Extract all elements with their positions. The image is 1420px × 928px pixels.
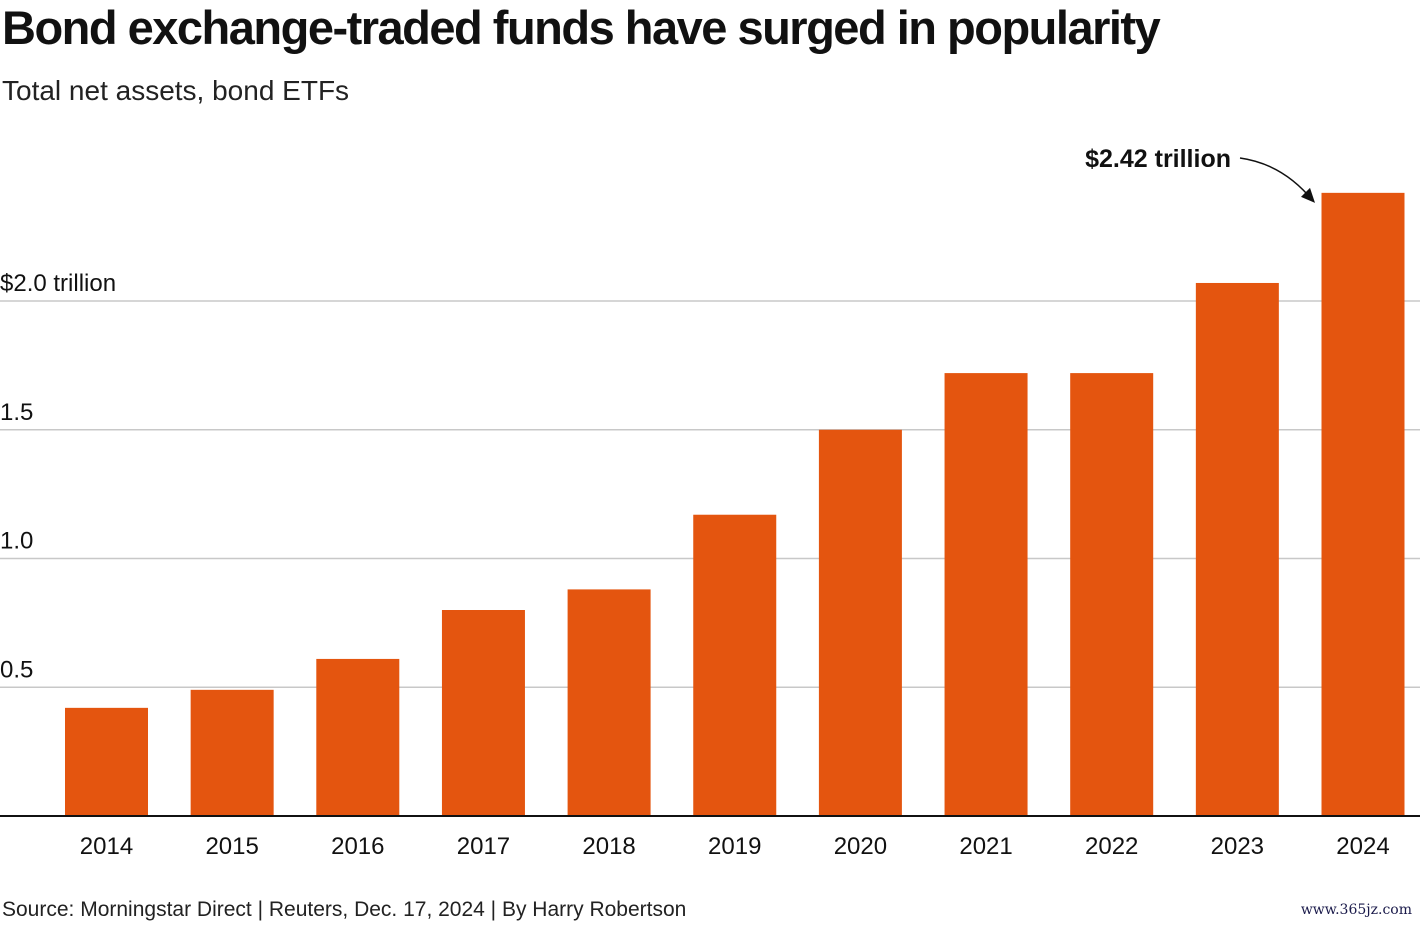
gridlines: 0.5 1.0 1.5 $2.0 trillion [0, 270, 1420, 688]
bar-2022 [1070, 373, 1154, 816]
x-tick-label: 2020 [834, 833, 887, 860]
bar-2023 [1195, 282, 1279, 817]
y-tick-label: $2.0 trillion [0, 270, 116, 297]
x-tick-label: 2017 [457, 833, 510, 860]
y-tick-label: 1.0 [0, 528, 33, 555]
bar-2017 [441, 610, 525, 816]
annotation-arrowhead [1301, 187, 1315, 203]
bar-2024 [1321, 192, 1405, 817]
x-tick-label: 2022 [1085, 833, 1138, 860]
bars [65, 192, 1405, 817]
x-tick-label: 2024 [1336, 833, 1389, 860]
watermark: www.365jz.com [1300, 902, 1412, 918]
chart-title: Bond exchange-traded funds have surged i… [2, 1, 1161, 54]
x-tick-label: 2021 [959, 833, 1012, 860]
x-tick-label: 2018 [582, 833, 635, 860]
annotation-label: $2.42 trillion [1085, 145, 1231, 173]
annotation-arrow [1239, 157, 1314, 202]
y-tick-label: 1.5 [0, 399, 33, 426]
bar-2015 [190, 689, 274, 816]
annotation: $2.42 trillion [1085, 145, 1315, 203]
bar-2018 [567, 589, 651, 816]
bar-2020 [818, 429, 902, 816]
x-tick-label: 2016 [331, 833, 384, 860]
bar-2014 [65, 707, 148, 816]
bar-2021 [944, 373, 1028, 816]
y-tick-label: 0.5 [0, 656, 33, 683]
bar-2016 [316, 658, 400, 816]
x-tick-label: 2014 [80, 833, 133, 860]
x-tick-label: 2023 [1211, 833, 1264, 860]
chart-subtitle: Total net assets, bond ETFs [2, 75, 350, 106]
x-tick-label: 2015 [205, 833, 258, 860]
bar-2019 [693, 514, 777, 816]
x-tick-label: 2019 [708, 833, 761, 860]
source-note: Source: Morningstar Direct | Reuters, De… [2, 898, 687, 921]
x-axis: 2014 2015 2016 2017 2018 2019 2020 2021 2022 2023… [0, 815, 1420, 860]
